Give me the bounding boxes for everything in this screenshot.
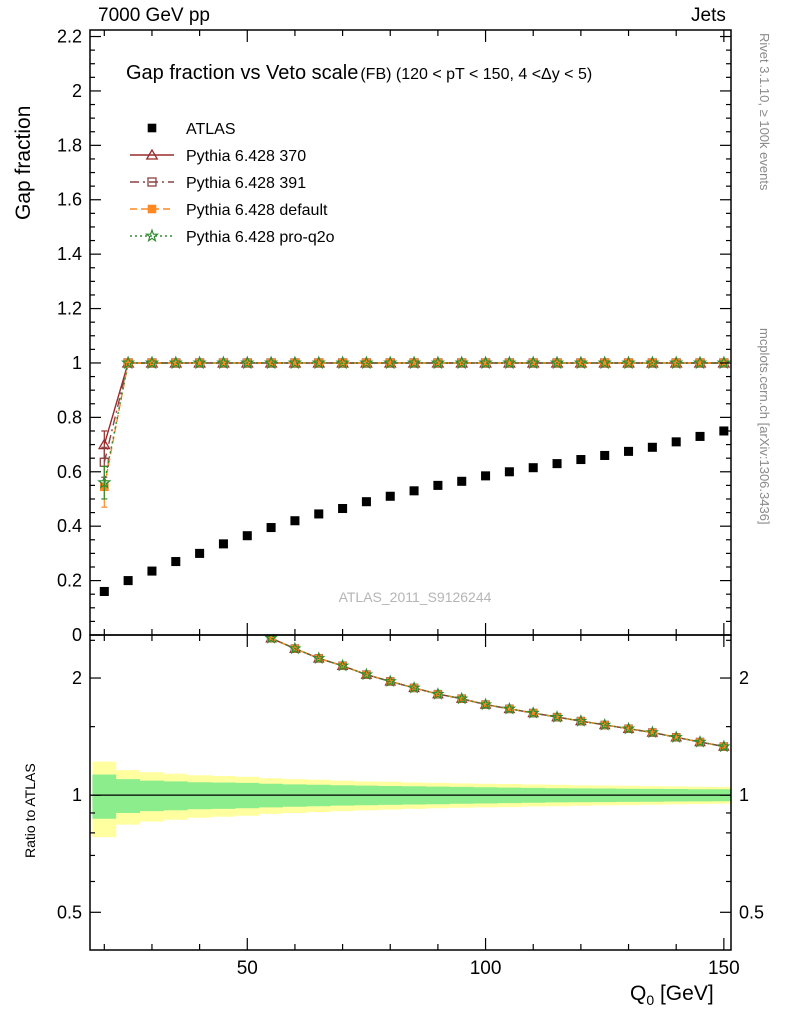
y-main-tick-label: 0.2 [57, 571, 82, 591]
legend-item-3: Pythia 6.428 default [130, 202, 328, 219]
uncertainty-band-green [92, 774, 731, 819]
series-main-2 [99, 358, 729, 478]
y-ratio-tick-label-right: 1 [739, 785, 749, 805]
y-ratio-tick-label-right: 0.5 [739, 902, 764, 922]
series-main-4 [97, 355, 731, 500]
beam-info-label: 7000 GeV pp [98, 5, 210, 26]
x-axis-label: Q0 [GeV] [630, 982, 714, 1008]
y-main-tick-label: 2 [72, 81, 82, 101]
plot-title: Gap fraction vs Veto scale (FB) (120 < pT… [126, 62, 592, 85]
legend: ATLAS Pythia 6.428 370 Pythia 6.428 391 Pyt… [130, 121, 335, 246]
main-series [97, 355, 731, 596]
plot-title-sub: (FB) (120 < pT < 150, 4 <Δy < 5) [360, 66, 593, 83]
analysis-type-label: Jets [691, 5, 726, 26]
legend-item-2: Pythia 6.428 391 [130, 175, 306, 192]
legend-item-4: Pythia 6.428 pro-q2o [130, 228, 335, 246]
legend-item-0: ATLAS [147, 121, 236, 138]
y-axis-label-main: Gap fraction [12, 105, 35, 220]
axis-ticks: 50 100 150 0 0.2 0.4 0.6 0.8 1 1.2 1.4 1.6 1.8 2 2.2 0.… [57, 27, 764, 979]
series-main-3 [99, 358, 729, 508]
ratio-panel-frame [89, 634, 732, 951]
y-main-tick-label: 0 [72, 625, 82, 645]
x-axis-label-unit: [GeV] [654, 982, 714, 1005]
analysis-id-watermark: ATLAS_2011_S9126244 [338, 589, 492, 605]
y-main-tick-label: 1.4 [57, 244, 82, 264]
mcplots-reference-note: mcplots.cern.ch [arXiv:1306.3436] [757, 328, 772, 525]
plot-title-main: Gap fraction vs Veto scale [126, 62, 359, 84]
y-main-tick-label: 1.8 [57, 135, 82, 155]
rivet-version-note: Rivet 3.1.10, ≥ 100k events [757, 33, 772, 191]
y-main-tick-label: 0.6 [57, 462, 82, 482]
y-main-tick-label: 0.4 [57, 516, 82, 536]
legend-label: Pythia 6.428 default [186, 202, 328, 219]
ratio-uncertainty-bands [90, 761, 731, 838]
y-main-tick-label: 1.6 [57, 190, 82, 210]
x-axis-label-symbol: Q [630, 982, 647, 1005]
x-axis-label-subscript: 0 [646, 992, 655, 1009]
y-ratio-tick-label-left: 0.5 [57, 902, 82, 922]
legend-label: Pythia 6.428 pro-q2o [186, 229, 335, 246]
y-main-tick-label: 0.8 [57, 407, 82, 427]
series-ratio-4 [263, 635, 731, 753]
legend-label: Pythia 6.428 391 [186, 175, 306, 192]
x-tick-label: 150 [708, 958, 740, 979]
series-main-0 [99, 426, 729, 596]
y-ratio-tick-label-right: 2 [739, 668, 749, 688]
y-ratio-tick-label-left: 2 [72, 668, 82, 688]
y-ratio-tick-label-left: 1 [72, 785, 82, 805]
x-tick-label: 50 [237, 958, 258, 979]
legend-item-1: Pythia 6.428 370 [130, 148, 306, 165]
y-axis-label-ratio: Ratio to ATLAS [22, 763, 38, 858]
legend-label: ATLAS [186, 121, 236, 138]
panel-frames [89, 29, 732, 951]
ratio-series [263, 635, 731, 753]
x-tick-label: 100 [470, 958, 502, 979]
y-main-tick-label: 2.2 [57, 27, 82, 47]
series-main-1 [97, 356, 731, 459]
legend-label: Pythia 6.428 370 [186, 148, 306, 165]
y-main-tick-label: 1 [72, 353, 82, 373]
y-main-tick-label: 1.2 [57, 299, 82, 319]
